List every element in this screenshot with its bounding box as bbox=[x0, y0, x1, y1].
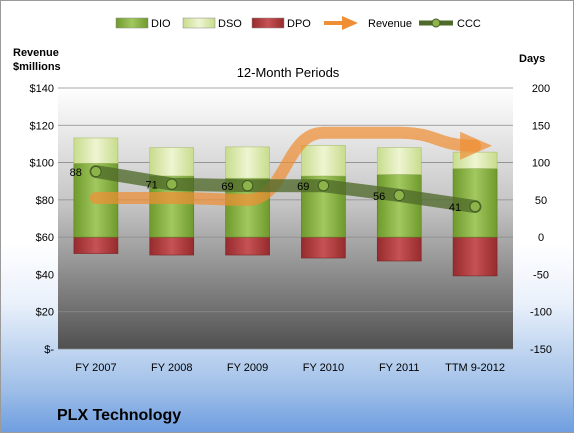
legend-label-dso: DSO bbox=[218, 18, 242, 30]
legend-swatch-dio bbox=[115, 17, 149, 29]
left-axis-label-line2: $millions bbox=[13, 61, 61, 73]
ccc-data-label: 41 bbox=[449, 202, 461, 214]
ccc-line bbox=[89, 165, 482, 214]
ccc-point bbox=[241, 179, 254, 192]
left-tick-label: $20 bbox=[36, 307, 54, 319]
ccc-point bbox=[90, 165, 102, 178]
legend-label-ccc: CCC bbox=[457, 18, 481, 30]
company-name: PLX Technology bbox=[57, 407, 182, 424]
axes: $- $20 $40 $60 $80 $100 $120 $140 -150 -100 -50 0 50… bbox=[30, 83, 553, 374]
bar-dpo bbox=[225, 236, 270, 256]
bar-dso bbox=[376, 147, 422, 175]
ccc-point bbox=[166, 178, 178, 190]
left-tick-label: $60 bbox=[36, 232, 54, 244]
right-tick-label: -150 bbox=[530, 344, 552, 356]
ccc-data-label: 69 bbox=[221, 181, 233, 193]
legend: DIO DSO DPO Revenue CCC bbox=[115, 16, 481, 30]
legend-label-dpo: DPO bbox=[287, 18, 311, 30]
left-axis-label-line1: Revenue bbox=[13, 47, 59, 59]
revenue-series bbox=[89, 126, 493, 206]
left-tick-label: $100 bbox=[30, 158, 54, 170]
legend-label-dio: DIO bbox=[151, 18, 171, 30]
category-label: FY 2011 bbox=[379, 362, 420, 374]
bar-dso bbox=[301, 145, 346, 177]
ccc-point bbox=[393, 189, 405, 202]
legend-swatch-dpo bbox=[251, 17, 285, 29]
category-label: TTM 9-2012 bbox=[445, 362, 505, 374]
legend-swatch-dso bbox=[182, 17, 216, 29]
right-tick-label: 150 bbox=[532, 120, 550, 132]
left-tick-label: $140 bbox=[30, 83, 54, 95]
category-label: FY 2007 bbox=[75, 362, 116, 374]
right-tick-label: 50 bbox=[535, 195, 547, 207]
right-tick-label: -100 bbox=[530, 307, 552, 319]
category-label: FY 2008 bbox=[151, 362, 192, 374]
chart-title: 12-Month Periods bbox=[237, 65, 340, 80]
ccc-point bbox=[317, 179, 330, 192]
bar-dpo bbox=[301, 236, 346, 259]
legend-label-revenue: Revenue bbox=[368, 18, 412, 30]
ccc-point bbox=[469, 200, 481, 213]
left-tick-label: $- bbox=[44, 344, 54, 356]
right-tick-label: 200 bbox=[532, 83, 550, 95]
bar-dpo bbox=[376, 236, 422, 262]
bar-dio bbox=[376, 174, 422, 238]
bar-dpo bbox=[452, 236, 498, 277]
ccc-data-label: 88 bbox=[70, 167, 82, 179]
bar-dpo bbox=[149, 236, 195, 256]
ccc-data-label: 69 bbox=[297, 181, 309, 193]
left-tick-label: $40 bbox=[36, 269, 54, 281]
bar-dpo bbox=[73, 236, 119, 254]
ccc-series: 88 71 69 69 56 41 bbox=[70, 165, 482, 214]
category-label: FY 2009 bbox=[227, 362, 268, 374]
left-tick-label: $80 bbox=[36, 195, 54, 207]
right-tick-label: 0 bbox=[538, 232, 544, 244]
legend-marker-ccc bbox=[431, 18, 441, 28]
plot-area bbox=[58, 88, 513, 349]
bar-series bbox=[73, 137, 498, 277]
bar-dso bbox=[149, 147, 195, 177]
right-axis-label: Days bbox=[519, 53, 545, 65]
bar-dso bbox=[73, 137, 119, 164]
bar-dso bbox=[225, 146, 270, 179]
left-tick-label: $120 bbox=[30, 120, 54, 132]
right-tick-label: -50 bbox=[533, 269, 549, 281]
ccc-data-label: 56 bbox=[373, 191, 385, 203]
category-label: FY 2010 bbox=[303, 362, 344, 374]
bar-dso bbox=[452, 151, 498, 169]
ccc-data-label: 71 bbox=[146, 180, 158, 192]
revenue-line bbox=[89, 126, 493, 206]
right-tick-label: 100 bbox=[532, 158, 550, 170]
